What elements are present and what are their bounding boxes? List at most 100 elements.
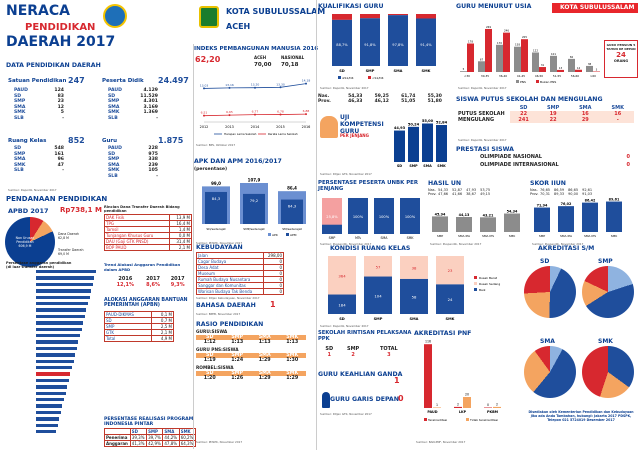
daerah-value: 0 <box>398 394 404 403</box>
satuan-key: SMK <box>14 110 26 116</box>
skor-bar <box>606 201 622 232</box>
daerah-source: Sumber: Ditjen GTK, November 2017 <box>320 412 372 416</box>
peserta-value: - <box>156 115 158 121</box>
rasio-value: 1:13 <box>258 340 271 345</box>
rasio-col: SMP <box>223 353 251 358</box>
peserta-list: PAUD 4.129 SD 11.529 SMP 4.301 SMA 3.169 SMK 1.36… <box>108 88 158 122</box>
kondisi-chart: 364 184 SD 57 104 SMP 38 58 SMA 23 24 SMK Rusak Bera… <box>328 256 500 321</box>
anggaran-bar-chart <box>6 270 96 442</box>
kual-bar-s1 <box>388 15 408 66</box>
hasil-un-label: 43,21 <box>483 213 494 217</box>
anggaran-bar <box>36 378 69 383</box>
skor-prov-label: Prov. <box>530 192 539 196</box>
ukg-cat-tick: SD <box>397 164 402 168</box>
guru-key: SMA <box>108 162 120 168</box>
anggaran-bar <box>36 353 76 357</box>
kondisi-legend: Baik <box>479 288 486 292</box>
ruang-row: SMP 161 <box>14 152 64 158</box>
akr-label-sd: SD <box>540 258 550 265</box>
kual-bar-below <box>360 14 380 19</box>
rasio-source: Sumber: PDSPK, November 2017 <box>196 440 243 444</box>
ukg-bar-chart: 44,93 SD 50,24 SMP 55,00 SMA 52,84 SMK <box>394 119 448 168</box>
usia-bar-non <box>467 43 474 72</box>
persentase-anggaran-label: Persentase anggaran pendidikan <box>6 261 72 265</box>
rasio-value: 1:29 <box>258 376 271 381</box>
rasio-pns-siswa: SD SMP SMA SMK 1:19 1:24 1:29 1:30 <box>196 353 306 363</box>
akr-label-smp: SMP <box>598 258 613 265</box>
trend-year: 2017 <box>146 276 160 282</box>
skor-nas-value: 86,59 <box>554 188 565 192</box>
peserta-row: SLB - <box>108 116 158 122</box>
guru-value: - <box>156 173 158 179</box>
pie-dana-daerah-label: Dana Daerah 62,8 M <box>58 232 79 240</box>
hasil-un-prov-row: Prov. 47,66 41,66 38,67 49,15 <box>428 192 528 196</box>
apk-source: Sumber: PDSPK, November 2017 <box>196 241 243 245</box>
kebudayaan-key: Warisan Budaya Tak Benda <box>195 288 265 295</box>
akreditasi-title: AKREDITASI S/M <box>538 245 595 252</box>
pnf-label-tt: 20 <box>465 393 469 397</box>
skor-header: Nas. 76,65 86,59 86,65 92,61 Prov. 70,31 89,33… <box>530 188 635 196</box>
anggaran-bar <box>36 391 66 395</box>
skor-cat-tick: SMA IPA <box>560 234 573 238</box>
rasio-block: GURU:SISWA SD SMP SMA SMK 1:12 1:13 1:13 1:13 G… <box>196 330 316 381</box>
unbk-title: PERSENTASE PESERTA UNBK PER JENJANG <box>318 180 418 192</box>
hasil-un-nas-value: 52,87 <box>452 188 463 192</box>
rasio-col: SMK <box>278 371 306 376</box>
bahasa-source: Sumber: BPPB, November 2017 <box>196 312 241 316</box>
unbk-cat-tick: SMP <box>329 236 336 240</box>
peserta-key: SMA <box>108 104 120 110</box>
pie-label-3: Transfer Daerah <box>58 248 84 252</box>
hasil-un-nas-value: 54,33 <box>438 188 449 192</box>
peserta-row: SMK 1.369 <box>108 110 158 116</box>
divider-v2 <box>316 0 317 450</box>
kual-cat-tick: SMP <box>366 69 375 73</box>
rasio-col: SMP <box>223 335 251 340</box>
ukg-source: Sumber: Ditjen GTK, November 2017 <box>320 172 372 176</box>
rasio-value: 1:29 <box>286 376 299 381</box>
guru-value: 228 <box>148 146 158 151</box>
rincian-row: DAU (Gaji GTK PNSD) 31,4 M <box>103 238 192 245</box>
realisasi-value: 39,3% <box>129 434 148 441</box>
kual-bar-below <box>332 14 352 20</box>
anggaran-bar <box>36 314 85 319</box>
usia-label-non: 13 <box>559 66 563 70</box>
realisasi-key: Penerima <box>104 434 131 441</box>
pnf-bar-t <box>454 406 462 408</box>
ukg-bar <box>422 123 433 162</box>
pnf-cat-tick: LKP <box>459 410 467 414</box>
peserta-row: SMA 3.169 <box>108 105 158 111</box>
ipm-label-rata: 6,78 <box>277 110 284 114</box>
usia-label-pns: 101 <box>551 52 556 56</box>
usia-cat-tick: 30-35 <box>481 74 489 78</box>
rasio-title: RASIO PENDIDIKAN <box>196 321 264 328</box>
bahasa-title: BAHASA DAERAH <box>196 302 256 309</box>
ukg-bar <box>408 126 419 162</box>
kual-bar-below <box>388 14 408 16</box>
rasio-col: SD <box>196 353 224 358</box>
skor-prov-value: 89,33 <box>554 192 565 196</box>
skor-label: 89,61 <box>609 198 620 202</box>
apm-bar <box>243 193 265 224</box>
realisasi-title: PERSENTASE REALISASI PROGRAM INDONESIA P… <box>104 417 194 427</box>
ipm-title: INDEKS PEMBANGUNAN MANUSIA 2016 <box>194 46 319 52</box>
peserta-value: 1.369 <box>143 110 158 116</box>
ipm-year-tick: 2014 <box>251 125 260 129</box>
apm-legend: APM <box>290 233 297 237</box>
anggaran-bar <box>36 321 84 325</box>
realisasi-row: Penerima 39,3% 39,7% 44,2% 60,2% <box>104 434 197 441</box>
rasio-col: SMK <box>278 335 306 340</box>
usia-cat-tick: <30 <box>464 74 470 78</box>
ruang-value: 161 <box>54 151 64 157</box>
pensiun-badge: GURU PENSIUN 5 TAHUN KE DEPAN 24 ORANG <box>604 40 638 78</box>
putus-row: PUTUS SEKOLAH 22 19 16 16 <box>458 111 634 117</box>
kebudayaan-source: Sumber: Ditjen Kebudayaan, November 2017 <box>196 296 260 300</box>
ruang-value: 96 <box>57 157 64 163</box>
rasio-col: SMA <box>250 335 279 340</box>
putus-col: SMK <box>611 105 624 111</box>
trend-years-row: 2016 2017 2017 <box>110 276 190 282</box>
rasio-header-row: SD SMP SMA SMK <box>196 335 306 340</box>
guru-key: SLB <box>108 173 118 179</box>
satuan-key: SLB <box>14 115 24 121</box>
kual-bar-s1 <box>416 18 436 66</box>
skor-source: Sumber: Puspendik, November 2017 <box>532 242 584 246</box>
